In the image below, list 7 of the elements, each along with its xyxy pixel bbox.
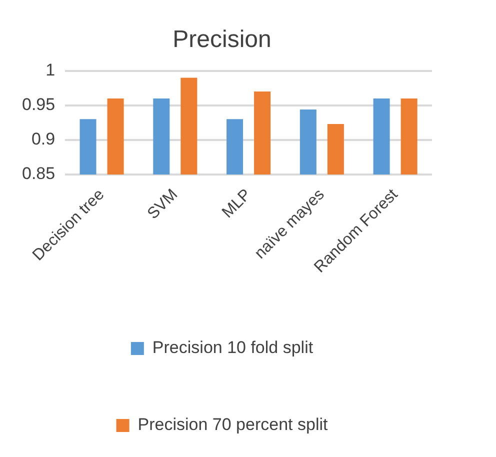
y-tick-label: 0.85 [22,164,56,184]
y-tick-label: 0.9 [31,130,56,149]
chart-title: Precision [172,26,272,54]
legend-label: Precision 70 percent split [138,415,328,434]
legend-label: Precision 10 fold split [152,338,314,358]
y-tick-label: 1 [46,60,56,80]
y-tick-label: 0.95 [22,95,56,114]
